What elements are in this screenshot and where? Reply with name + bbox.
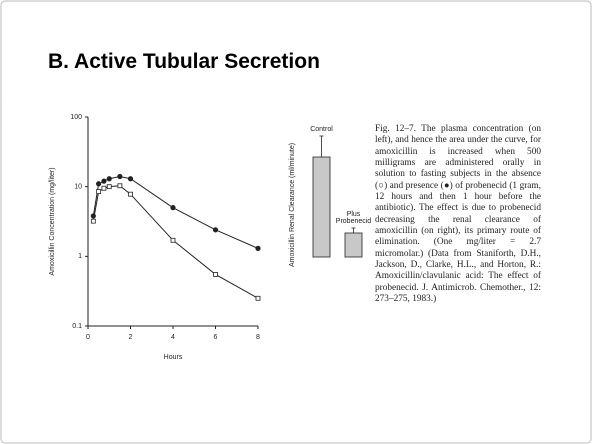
marker bbox=[212, 227, 219, 233]
bar bbox=[312, 156, 331, 258]
x-tick-label: 8 bbox=[256, 334, 260, 341]
category-box: Control bbox=[310, 126, 333, 134]
marker bbox=[255, 295, 261, 301]
x-tick-label: 4 bbox=[171, 334, 175, 341]
bar bbox=[344, 232, 363, 258]
caption-box: Fig. 12–7. The plasma concentration (on … bbox=[375, 124, 541, 304]
marker bbox=[101, 178, 107, 184]
marker bbox=[106, 184, 112, 190]
category-box: Plus Probenecid bbox=[335, 210, 372, 226]
marker bbox=[117, 183, 123, 189]
x-axis-label: Hours bbox=[164, 354, 183, 361]
x-tick-label: 2 bbox=[129, 334, 133, 341]
marker bbox=[128, 191, 133, 197]
category-label: Plus Probenecid bbox=[335, 210, 372, 226]
category-label: Control bbox=[310, 126, 333, 134]
marker bbox=[213, 272, 218, 277]
marker bbox=[90, 218, 96, 224]
marker bbox=[101, 185, 107, 191]
y-tick-label: 10 bbox=[74, 184, 82, 191]
marker bbox=[170, 237, 176, 243]
marker bbox=[106, 176, 112, 182]
marker bbox=[255, 245, 261, 251]
marker bbox=[127, 176, 134, 182]
y-tick-label: 100 bbox=[70, 114, 82, 121]
y-tick-label: 1 bbox=[78, 253, 82, 260]
x-tick-label: 0 bbox=[86, 334, 90, 341]
slide-title: B. Active Tubular Secretion bbox=[48, 50, 320, 73]
marker bbox=[96, 189, 102, 194]
y-axis-label: Amoxicillin Renal Clearance (ml/minute) bbox=[289, 143, 296, 267]
y-axis-label: Amoxicillin Concentration (mg/liter) bbox=[49, 167, 56, 275]
x-tick-label: 6 bbox=[214, 334, 218, 341]
marker bbox=[96, 181, 102, 187]
y-tick-label: 0.1 bbox=[72, 323, 82, 330]
marker bbox=[117, 173, 123, 180]
caption: Fig. 12–7. The plasma concentration (on … bbox=[375, 124, 541, 304]
marker bbox=[170, 205, 176, 211]
